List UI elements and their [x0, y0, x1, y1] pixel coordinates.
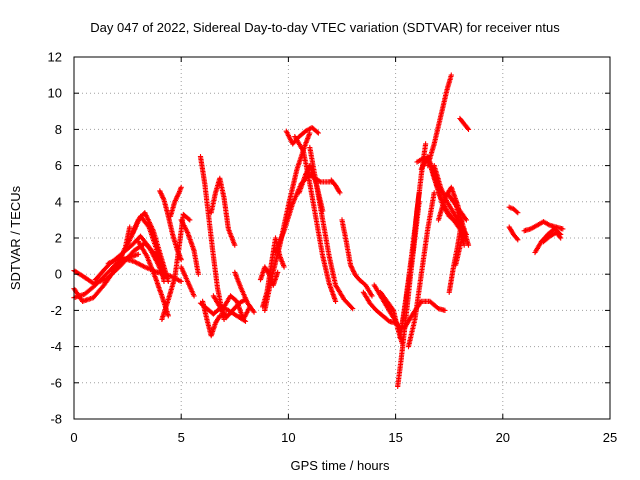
grid-layer [74, 57, 610, 419]
series-arc-51 [521, 219, 566, 234]
data-points [129, 210, 171, 284]
x-tick-label: 10 [281, 430, 295, 445]
y-tick-label: 2 [55, 231, 62, 246]
data-points [532, 226, 564, 256]
data-points [307, 144, 356, 312]
data-points [360, 289, 399, 326]
data-points [453, 226, 467, 268]
series-arc-49 [506, 204, 521, 216]
series-arc-36 [399, 190, 422, 328]
series-arc-19 [221, 293, 253, 322]
y-tick-label: 10 [48, 86, 62, 101]
series-arc-12 [178, 217, 201, 277]
data-points [328, 177, 343, 196]
series-arc-20 [232, 269, 257, 315]
data-points [339, 217, 375, 299]
y-tick-label: 12 [48, 50, 62, 65]
data-points [178, 217, 201, 277]
y-tick-label: -8 [50, 412, 62, 427]
series-arc-28 [307, 144, 356, 312]
x-tick-label: 20 [496, 430, 510, 445]
data-points [178, 264, 197, 299]
series-arc-50 [506, 224, 521, 243]
series-arc-10 [159, 211, 193, 322]
y-axis-label: SDTVAR / TECUs [8, 185, 23, 290]
y-tick-label: 8 [55, 122, 62, 137]
data-points [521, 219, 566, 234]
data-points [197, 154, 227, 322]
data-points [540, 230, 564, 245]
data-points [232, 269, 257, 315]
x-tick-label: 5 [178, 430, 185, 445]
x-tick-label: 15 [388, 430, 402, 445]
series-arc-29 [328, 177, 343, 196]
y-tick-label: -2 [50, 303, 62, 318]
data-points [159, 211, 193, 322]
series-arc-25 [283, 125, 321, 147]
data-points [506, 204, 521, 216]
series-arc-52 [532, 226, 564, 256]
data-points [283, 125, 321, 147]
data-points [457, 115, 472, 132]
marks-layer [71, 72, 566, 389]
y-tick-label: 6 [55, 158, 62, 173]
series-arc-47 [453, 226, 467, 268]
series-arc-53 [540, 230, 564, 245]
series-arc-13 [178, 264, 197, 299]
x-tick-label: 25 [603, 430, 617, 445]
series-arc-41 [425, 72, 454, 169]
series-arc-38 [405, 190, 437, 350]
y-tick-label: 4 [55, 194, 62, 209]
chart-title: Day 047 of 2022, Sidereal Day-to-day VTE… [90, 20, 560, 35]
series-arc-14 [197, 154, 227, 322]
x-tick-label: 0 [70, 430, 77, 445]
data-points [405, 190, 437, 350]
data-points [399, 190, 422, 328]
x-axis-label: GPS time / hours [291, 458, 390, 473]
series-arc-30 [339, 217, 375, 299]
series-arc-48 [457, 115, 472, 132]
ticks-layer: 0 5 10 15 20 25 -8 -6 -4 -2 0 2 4 6 8 10 12 [48, 50, 618, 446]
series-arc-11 [167, 184, 184, 219]
data-points [208, 175, 238, 248]
series-arc-07 [129, 210, 171, 284]
data-points [167, 184, 184, 219]
series-arc-31 [360, 289, 399, 326]
data-points [425, 72, 454, 169]
y-tick-label: -6 [50, 375, 62, 390]
data-points [506, 224, 521, 243]
y-tick-label: 0 [55, 267, 62, 282]
y-tick-label: -4 [50, 339, 62, 354]
series-arc-18 [208, 175, 238, 248]
data-points [221, 293, 253, 322]
